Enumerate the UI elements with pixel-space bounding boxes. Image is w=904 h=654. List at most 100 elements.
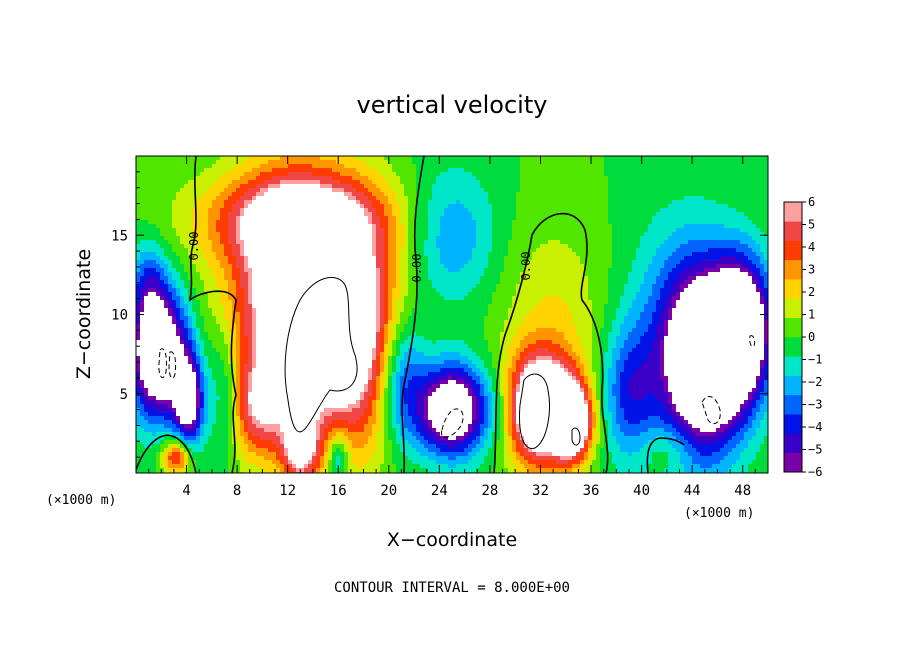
field-cell bbox=[352, 264, 357, 269]
field-cell bbox=[304, 160, 309, 165]
field-cell bbox=[212, 204, 217, 209]
field-cell bbox=[196, 256, 201, 261]
field-cell bbox=[144, 156, 149, 161]
field-cell bbox=[212, 160, 217, 165]
field-cell bbox=[324, 264, 329, 269]
field-cell bbox=[416, 212, 421, 217]
field-cell bbox=[588, 156, 593, 161]
field-cell bbox=[320, 216, 325, 221]
field-cell bbox=[280, 276, 285, 281]
field-cell bbox=[140, 164, 145, 169]
field-cell bbox=[692, 248, 697, 253]
field-cell bbox=[476, 172, 481, 177]
field-cell bbox=[160, 256, 165, 261]
field-cell bbox=[140, 192, 145, 197]
field-cell bbox=[536, 196, 541, 201]
field-cell bbox=[568, 264, 573, 269]
field-cell bbox=[160, 160, 165, 165]
field-cell bbox=[208, 280, 213, 285]
field-cell bbox=[472, 196, 477, 201]
field-cell bbox=[716, 228, 721, 233]
field-cell bbox=[680, 208, 685, 213]
field-cell bbox=[296, 212, 301, 217]
field-cell bbox=[544, 160, 549, 165]
field-cell bbox=[568, 236, 573, 241]
field-cell bbox=[628, 240, 633, 245]
field-cell bbox=[752, 156, 757, 161]
field-cell bbox=[364, 208, 369, 213]
field-cell bbox=[584, 268, 589, 273]
field-cell bbox=[660, 176, 665, 181]
field-cell bbox=[368, 220, 373, 225]
field-cell bbox=[232, 272, 237, 277]
field-cell bbox=[604, 256, 609, 261]
field-cell bbox=[560, 236, 565, 241]
field-cell bbox=[728, 224, 733, 229]
field-cell bbox=[556, 208, 561, 213]
field-cell bbox=[676, 216, 681, 221]
field-cell bbox=[556, 248, 561, 253]
field-cell bbox=[288, 260, 293, 265]
field-cell bbox=[552, 232, 557, 237]
field-cell bbox=[172, 252, 177, 257]
field-cell bbox=[760, 244, 765, 249]
field-cell bbox=[140, 188, 145, 193]
field-cell bbox=[364, 216, 369, 221]
field-cell bbox=[200, 192, 205, 197]
field-cell bbox=[600, 180, 605, 185]
field-cell bbox=[344, 156, 349, 161]
field-cell bbox=[512, 224, 517, 229]
field-cell bbox=[712, 168, 717, 173]
field-cell bbox=[588, 240, 593, 245]
field-cell bbox=[628, 208, 633, 213]
field-cell bbox=[412, 280, 417, 285]
field-cell bbox=[716, 196, 721, 201]
field-cell bbox=[620, 216, 625, 221]
field-cell bbox=[288, 272, 293, 277]
field-cell bbox=[620, 232, 625, 237]
field-cell bbox=[664, 172, 669, 177]
field-cell bbox=[376, 208, 381, 213]
field-cell bbox=[740, 268, 745, 273]
field-cell bbox=[392, 228, 397, 233]
field-cell bbox=[396, 240, 401, 245]
field-cell bbox=[632, 268, 637, 273]
field-cell bbox=[188, 192, 193, 197]
field-cell bbox=[640, 180, 645, 185]
field-cell bbox=[580, 272, 585, 277]
field-cell bbox=[504, 172, 509, 177]
field-cell bbox=[404, 168, 409, 173]
field-cell bbox=[716, 244, 721, 249]
field-cell bbox=[152, 204, 157, 209]
field-cell bbox=[448, 256, 453, 261]
field-cell bbox=[484, 156, 489, 161]
field-cell bbox=[716, 220, 721, 225]
field-cell bbox=[764, 176, 768, 181]
field-cell bbox=[544, 220, 549, 225]
field-cell bbox=[316, 268, 321, 273]
field-cell bbox=[448, 228, 453, 233]
field-cell bbox=[364, 204, 369, 209]
field-cell bbox=[304, 192, 309, 197]
field-cell bbox=[256, 208, 261, 213]
field-cell bbox=[200, 240, 205, 245]
field-cell bbox=[372, 192, 377, 197]
field-cell bbox=[512, 256, 517, 261]
field-cell bbox=[380, 280, 385, 285]
field-cell bbox=[684, 176, 689, 181]
field-cell bbox=[360, 160, 365, 165]
field-cell bbox=[748, 260, 753, 265]
field-cell bbox=[328, 240, 333, 245]
field-cell bbox=[288, 204, 293, 209]
field-cell bbox=[752, 184, 757, 189]
field-cell bbox=[676, 196, 681, 201]
field-cell bbox=[700, 276, 705, 281]
field-cell bbox=[384, 240, 389, 245]
field-cell bbox=[268, 176, 273, 181]
field-cell bbox=[748, 176, 753, 181]
field-cell bbox=[452, 264, 457, 269]
field-cell bbox=[360, 176, 365, 181]
field-cell bbox=[208, 176, 213, 181]
field-cell bbox=[752, 264, 757, 269]
field-cell bbox=[656, 188, 661, 193]
